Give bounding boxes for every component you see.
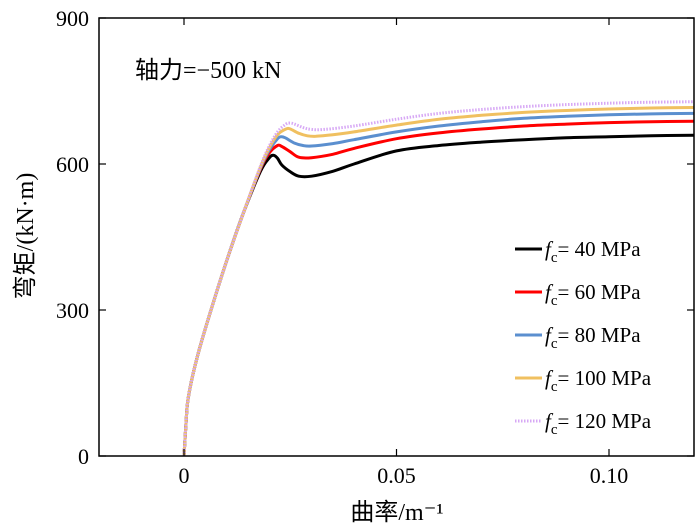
x-tick-label-0: 0 [179, 463, 190, 488]
ticks-layer: 0 0.05 0.10 0 300 600 900 [56, 6, 694, 488]
y-tick-label-1: 300 [56, 298, 89, 323]
x-tick-label-2: 0.10 [590, 463, 629, 488]
legend-label-1: fc= 60 MPa [545, 280, 641, 309]
series-layer [182, 100, 695, 457]
legend: fc= 40 MPa fc= 60 MPa fc= 80 MPa fc= 100 MP… [515, 237, 652, 438]
legend-label-0: fc= 40 MPa [545, 237, 641, 266]
y-tick-label-3: 900 [56, 6, 89, 31]
legend-label-3: fc= 100 MPa [545, 366, 652, 395]
x-tick-label-1: 0.05 [377, 463, 416, 488]
y-tick-label-2: 600 [56, 152, 89, 177]
series-line-4 [182, 100, 695, 457]
y-tick-label-0: 0 [78, 444, 89, 469]
legend-label-4: fc= 120 MPa [545, 409, 652, 438]
legend-label-2: fc= 80 MPa [545, 323, 641, 352]
x-axis-label: 曲率/m⁻¹ [350, 499, 443, 526]
axial-force-annotation: 轴力=−500 kN [135, 57, 281, 84]
y-axis-label: 弯矩/(kN·m) [12, 173, 39, 300]
